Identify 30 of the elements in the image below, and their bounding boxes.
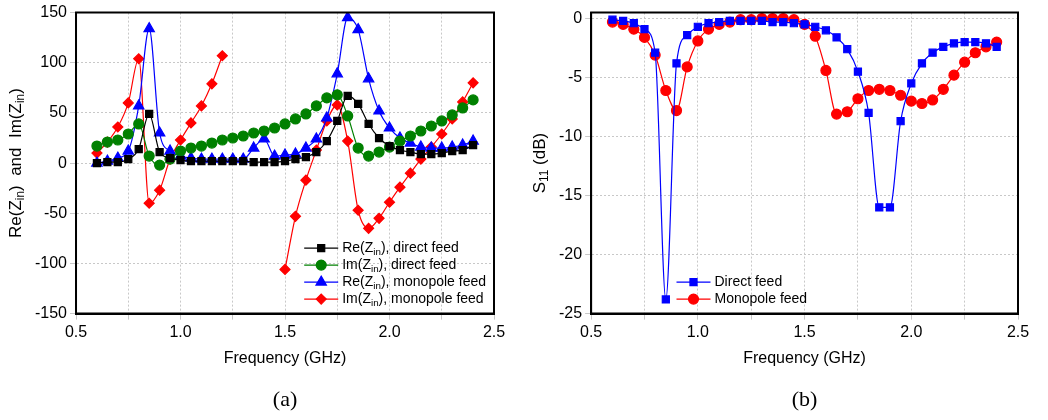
y-tick-label: -10 bbox=[559, 126, 583, 144]
y-tick-label: 150 bbox=[40, 3, 68, 21]
x-tick-label: 1.5 bbox=[793, 322, 816, 340]
text: (b) bbox=[791, 385, 818, 411]
x-tick-label: 0.5 bbox=[580, 322, 603, 340]
text: (a) bbox=[272, 385, 298, 411]
y-tick-label: -20 bbox=[559, 244, 583, 262]
y-tick-label: -150 bbox=[34, 304, 68, 322]
y-tick-label: 50 bbox=[49, 103, 68, 121]
x-tick-label: 0.5 bbox=[64, 322, 88, 340]
x-tick-label: 2.0 bbox=[900, 322, 923, 340]
x-tick-label: 2.5 bbox=[1006, 322, 1030, 340]
x-tick-label: 2.0 bbox=[378, 322, 401, 340]
y-tick-label: 0 bbox=[573, 8, 583, 26]
y-tick-label: -15 bbox=[559, 185, 583, 203]
legend-label: Direct feed bbox=[714, 272, 783, 289]
y-tick-label: -50 bbox=[43, 203, 68, 221]
y-tick-label: 0 bbox=[58, 153, 68, 171]
y-tick-label: 100 bbox=[40, 53, 68, 71]
y-tick-label: -25 bbox=[559, 304, 583, 322]
legend-label: Monopole feed bbox=[714, 289, 808, 306]
y-axis-title: S11 (dB) bbox=[529, 132, 552, 194]
y-tick-label: -100 bbox=[34, 253, 68, 271]
x-axis-title: Frequency (GHz) bbox=[743, 348, 866, 366]
x-tick-label: 1.5 bbox=[273, 322, 297, 340]
x-tick-label: 1.0 bbox=[686, 322, 710, 340]
x-tick-label: 1.0 bbox=[169, 322, 192, 340]
y-tick-label: -5 bbox=[567, 67, 583, 85]
x-tick-label: 2.5 bbox=[482, 322, 506, 340]
x-axis-title: Frequency (GHz) bbox=[223, 348, 347, 366]
